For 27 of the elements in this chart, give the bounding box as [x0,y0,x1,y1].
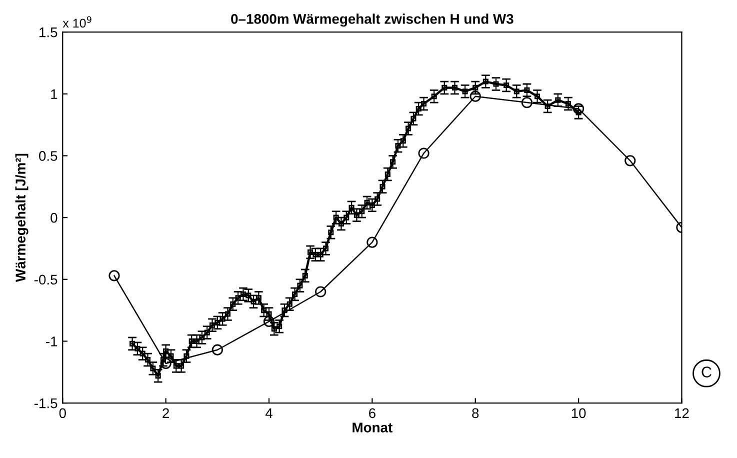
point [366,236,378,248]
x-tick-label: 0 [59,408,66,418]
point [470,90,481,102]
y-tick-label: -0.5 [34,274,58,285]
point [212,344,223,356]
chart-title: 0–1800m Wärmegehalt zwischen H und W3 [231,14,514,27]
y-tick-label: 1 [51,89,58,99]
y-axis-title: Wärmegehalt [J/m²] [15,154,28,282]
y-tick-label: 0 [50,212,58,223]
x-tick-label: 6 [369,408,376,418]
point [108,270,120,282]
x-tick-label: 8 [472,408,479,418]
point [418,148,430,159]
x-tick-label: 10 [572,408,586,418]
x-tick-label: 12 [675,408,689,418]
point [315,286,326,298]
point [572,103,584,114]
y-tick-label: -1 [46,336,58,346]
x-tick-label: 4 [265,408,272,418]
y-tick-label: 0.5 [39,151,58,161]
text: C [702,366,712,378]
text: x 10$^{9}$ [62,16,92,28]
x-tick-label: 2 [162,408,169,418]
x-axis-title: Monat [352,422,392,432]
y-tick-label: 1.5 [40,28,58,38]
point [624,155,636,166]
y-tick-label: -1.5 [34,398,58,408]
